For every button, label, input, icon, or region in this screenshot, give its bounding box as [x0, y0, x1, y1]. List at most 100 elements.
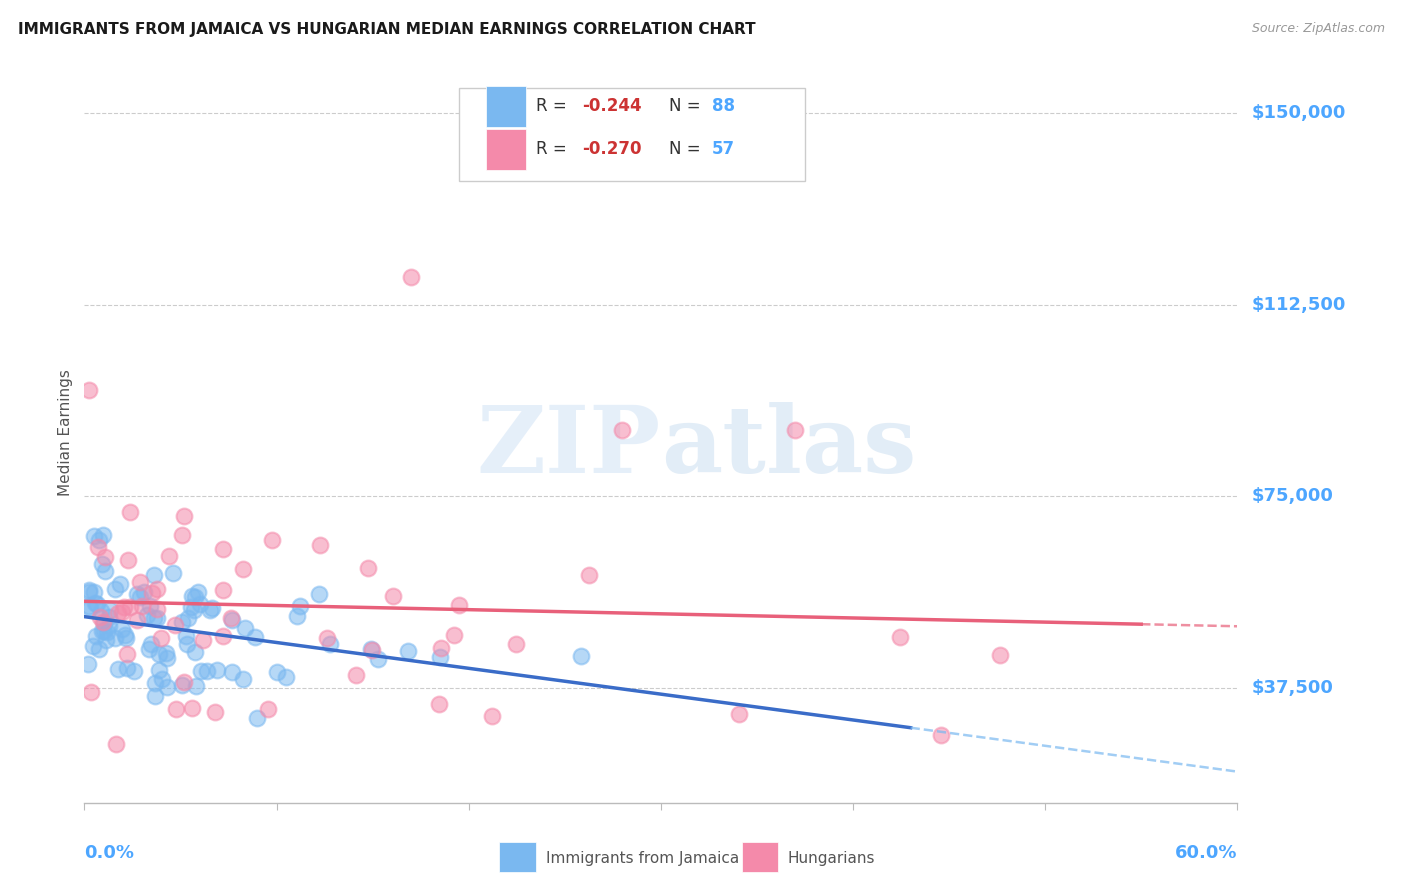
Point	[138, 642, 160, 657]
Bar	[741, 842, 779, 871]
Point	[344, 668, 367, 682]
Point	[180, 599, 202, 614]
Point	[79, 384, 101, 398]
Point	[177, 611, 200, 625]
Point	[77, 583, 100, 598]
Point	[184, 591, 207, 605]
Point	[212, 583, 235, 598]
Point	[143, 689, 166, 703]
Point	[155, 646, 177, 660]
Text: -0.270: -0.270	[582, 140, 643, 158]
Point	[115, 647, 138, 661]
FancyBboxPatch shape	[460, 88, 806, 181]
Text: IMMIGRANTS FROM JAMAICA VS HUNGARIAN MEDIAN EARNINGS CORRELATION CHART: IMMIGRANTS FROM JAMAICA VS HUNGARIAN MED…	[18, 22, 756, 37]
Text: 60.0%: 60.0%	[1175, 844, 1237, 862]
Point	[98, 618, 121, 632]
Point	[117, 553, 139, 567]
Point	[104, 582, 127, 596]
Point	[146, 611, 169, 625]
Point	[104, 631, 127, 645]
Point	[143, 676, 166, 690]
Point	[316, 631, 339, 645]
Point	[114, 628, 136, 642]
Point	[173, 675, 195, 690]
Point	[131, 599, 153, 614]
Point	[87, 641, 110, 656]
Point	[728, 706, 751, 721]
Text: Hungarians: Hungarians	[787, 851, 875, 866]
Point	[150, 672, 173, 686]
Point	[172, 528, 194, 542]
Point	[262, 533, 284, 547]
Point	[107, 662, 129, 676]
Point	[90, 624, 112, 638]
Point	[988, 648, 1011, 662]
Point	[170, 678, 193, 692]
Point	[569, 649, 592, 664]
Y-axis label: Median Earnings: Median Earnings	[58, 369, 73, 496]
Point	[91, 615, 114, 629]
Text: N =: N =	[669, 97, 706, 115]
Point	[204, 705, 226, 719]
Point	[148, 648, 170, 662]
Point	[87, 533, 110, 548]
Point	[145, 602, 167, 616]
Point	[96, 632, 118, 647]
Text: Source: ZipAtlas.com: Source: ZipAtlas.com	[1251, 22, 1385, 36]
Point	[139, 636, 162, 650]
Text: atlas: atlas	[661, 402, 917, 492]
Point	[367, 652, 389, 666]
Text: 0.0%: 0.0%	[84, 844, 135, 862]
Point	[94, 549, 117, 564]
Point	[156, 651, 179, 665]
Point	[180, 589, 202, 603]
Point	[219, 611, 242, 625]
Point	[115, 661, 138, 675]
Text: N =: N =	[669, 140, 706, 158]
Point	[110, 605, 132, 619]
Point	[139, 599, 162, 613]
Point	[83, 585, 105, 599]
Point	[176, 637, 198, 651]
Point	[146, 582, 169, 596]
Point	[80, 685, 103, 699]
Point	[221, 665, 243, 679]
Point	[132, 585, 155, 599]
Point	[105, 737, 128, 751]
Point	[232, 672, 254, 686]
Point	[89, 609, 111, 624]
Point	[91, 557, 114, 571]
Point	[91, 527, 114, 541]
Point	[135, 608, 157, 623]
Point	[162, 566, 184, 580]
Point	[360, 643, 382, 657]
Point	[288, 599, 311, 613]
Point	[148, 663, 170, 677]
Point	[201, 601, 224, 615]
Point	[184, 645, 207, 659]
Point	[129, 574, 152, 589]
Point	[443, 627, 465, 641]
Point	[93, 624, 115, 638]
Point	[183, 603, 205, 617]
Point	[127, 613, 149, 627]
Point	[243, 630, 266, 644]
Point	[184, 679, 207, 693]
Point	[143, 611, 166, 625]
Point	[198, 603, 221, 617]
Point	[96, 625, 118, 640]
Point	[111, 622, 134, 636]
Point	[98, 603, 121, 617]
Point	[82, 639, 104, 653]
Point	[195, 664, 218, 678]
Point	[93, 564, 115, 578]
Text: $75,000: $75,000	[1251, 487, 1333, 506]
Point	[122, 665, 145, 679]
Point	[929, 728, 952, 742]
Point	[246, 711, 269, 725]
Point	[889, 630, 911, 644]
Point	[399, 269, 422, 284]
Point	[212, 542, 235, 557]
Point	[785, 423, 807, 437]
Point	[86, 597, 108, 611]
